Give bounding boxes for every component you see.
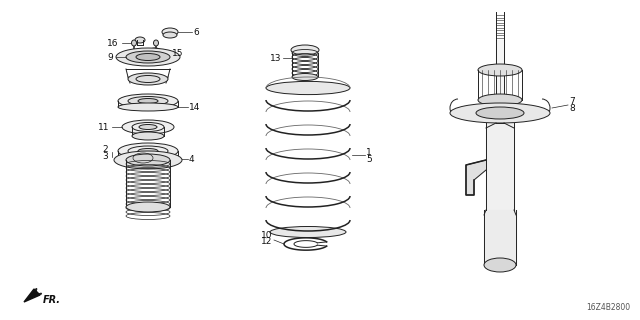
Ellipse shape: [484, 258, 516, 272]
Text: 13: 13: [269, 53, 281, 62]
Ellipse shape: [126, 202, 170, 212]
Text: 3: 3: [102, 151, 108, 161]
Ellipse shape: [126, 51, 170, 63]
Ellipse shape: [126, 154, 170, 166]
Polygon shape: [24, 289, 40, 302]
Ellipse shape: [292, 74, 318, 81]
Ellipse shape: [135, 37, 145, 43]
Ellipse shape: [270, 227, 346, 237]
Ellipse shape: [122, 120, 174, 134]
Text: 12: 12: [260, 237, 272, 246]
Ellipse shape: [128, 97, 168, 106]
Ellipse shape: [138, 99, 158, 103]
Text: 10: 10: [260, 231, 272, 241]
Polygon shape: [466, 160, 486, 195]
Ellipse shape: [291, 45, 319, 55]
Text: FR.: FR.: [43, 295, 61, 305]
Ellipse shape: [131, 40, 136, 46]
Ellipse shape: [116, 48, 180, 66]
Ellipse shape: [154, 40, 159, 46]
Ellipse shape: [162, 28, 178, 36]
Ellipse shape: [139, 124, 157, 130]
Ellipse shape: [118, 143, 178, 159]
Text: 11: 11: [97, 123, 109, 132]
Ellipse shape: [138, 148, 158, 154]
Ellipse shape: [266, 81, 350, 95]
Ellipse shape: [136, 53, 160, 60]
Text: 1: 1: [366, 148, 372, 156]
Text: 2: 2: [102, 145, 108, 154]
Text: 14: 14: [189, 102, 200, 111]
Ellipse shape: [450, 103, 550, 123]
Ellipse shape: [118, 94, 178, 108]
Text: 4: 4: [189, 155, 195, 164]
Ellipse shape: [118, 103, 178, 111]
Text: 5: 5: [366, 155, 372, 164]
Text: 8: 8: [569, 103, 575, 113]
Ellipse shape: [478, 64, 522, 76]
Ellipse shape: [163, 32, 177, 38]
Text: 6: 6: [193, 28, 199, 36]
Ellipse shape: [128, 73, 168, 85]
Text: 16: 16: [106, 38, 118, 47]
Ellipse shape: [476, 107, 524, 119]
Ellipse shape: [114, 151, 182, 169]
Ellipse shape: [132, 132, 164, 140]
Text: 9: 9: [108, 52, 113, 61]
Polygon shape: [151, 51, 159, 56]
Text: 15: 15: [172, 49, 184, 58]
Text: 7: 7: [569, 97, 575, 106]
Ellipse shape: [478, 94, 522, 106]
Ellipse shape: [149, 48, 161, 54]
Text: 16Z4B2800: 16Z4B2800: [586, 303, 630, 312]
Ellipse shape: [152, 54, 158, 58]
Ellipse shape: [118, 154, 178, 164]
